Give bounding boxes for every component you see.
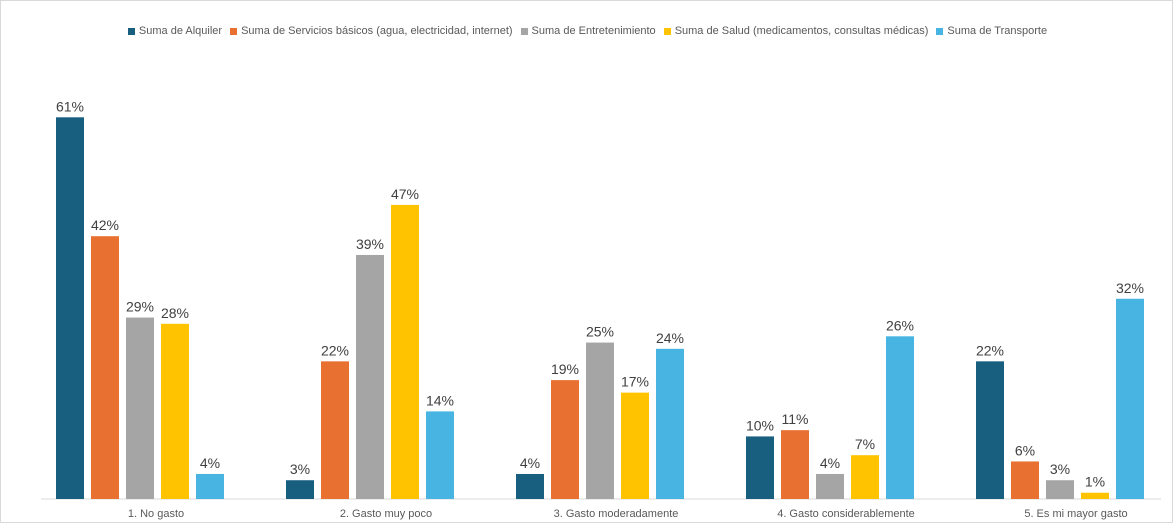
data-label: 42% xyxy=(91,217,119,233)
bar-2-cat-5 xyxy=(1011,461,1039,499)
data-label: 32% xyxy=(1116,280,1144,296)
bar-2-cat-3 xyxy=(551,380,579,499)
legend-item-2: Suma de Servicios básicos (agua, electri… xyxy=(230,25,513,37)
bar-4-cat-1 xyxy=(161,323,189,499)
bar-2-cat-2 xyxy=(321,361,349,499)
category-label: 3. Gasto moderadamente xyxy=(554,508,679,520)
bar-1-cat-5 xyxy=(976,361,1004,499)
data-label: 47% xyxy=(391,186,419,202)
bar-5-cat-1 xyxy=(196,473,224,499)
legend-label: Suma de Servicios básicos (agua, electri… xyxy=(241,25,513,37)
legend-label: Suma de Entretenimiento xyxy=(531,25,656,37)
category-labels-group: 1. No gasto 2. Gasto muy poco 3. Gasto mod… xyxy=(128,508,1128,520)
bar-3-cat-2 xyxy=(356,254,384,499)
bar-1-cat-3 xyxy=(516,473,544,499)
data-label: 22% xyxy=(321,342,349,358)
legend-swatch xyxy=(230,27,238,35)
category-label: 1. No gasto xyxy=(128,508,184,520)
bar-2-cat-4 xyxy=(781,430,809,499)
bar-1-cat-1 xyxy=(56,117,84,500)
legend-label: Suma de Alquiler xyxy=(138,25,223,37)
bar-4-cat-5 xyxy=(1081,492,1109,499)
bar-4-cat-2 xyxy=(391,204,419,499)
category-label: 2. Gasto muy poco xyxy=(340,508,432,520)
legend-item-3: Suma de Entretenimiento xyxy=(520,25,656,37)
data-label: 1% xyxy=(1085,474,1105,490)
bar-5-cat-4 xyxy=(886,336,914,499)
data-label: 61% xyxy=(56,98,84,114)
legend-item-1: Suma de Alquiler xyxy=(127,25,223,37)
bar-1-cat-2 xyxy=(286,480,314,499)
data-label: 39% xyxy=(356,236,384,252)
data-label: 14% xyxy=(426,392,454,408)
legend-item-5: Suma de Transporte xyxy=(936,25,1047,37)
data-label: 7% xyxy=(855,436,875,452)
bar-1-cat-4 xyxy=(746,436,774,499)
bar-5-cat-2 xyxy=(426,411,454,499)
data-label: 4% xyxy=(520,455,540,471)
data-label: 4% xyxy=(200,455,220,471)
bar-5-cat-5 xyxy=(1116,298,1144,499)
data-label: 10% xyxy=(746,417,774,433)
legend-item-4: Suma de Salud (medicamentos, consultas m… xyxy=(663,25,929,37)
chart-legend: Suma de Alquiler Suma de Servicios básico… xyxy=(1,25,1173,37)
bar-3-cat-1 xyxy=(126,317,154,499)
data-label: 11% xyxy=(782,411,809,427)
data-label: 24% xyxy=(656,330,684,346)
data-label: 29% xyxy=(126,299,154,315)
data-label: 25% xyxy=(586,324,614,340)
bar-4-cat-3 xyxy=(621,392,649,499)
legend-swatch xyxy=(127,27,135,35)
data-label: 4% xyxy=(820,455,840,471)
bar-2-cat-1 xyxy=(91,236,119,499)
bar-3-cat-5 xyxy=(1046,480,1074,499)
bar-3-cat-3 xyxy=(586,342,614,499)
data-label: 22% xyxy=(976,342,1004,358)
bar-4-cat-4 xyxy=(851,455,879,499)
bars-group xyxy=(56,117,1144,500)
value-labels-group: 61% 42% 29% 28% 4% 3% 22% 39% 47% 14% 4% 19% 25% 17% 2… xyxy=(56,98,1144,489)
data-label: 6% xyxy=(1015,442,1035,458)
data-label: 26% xyxy=(886,317,914,333)
data-label: 19% xyxy=(551,361,579,377)
category-label: 4. Gasto considerablemente xyxy=(777,508,915,520)
category-label: 5. Es mi mayor gasto xyxy=(1024,508,1127,520)
bar-5-cat-3 xyxy=(656,348,684,499)
legend-swatch xyxy=(936,27,944,35)
data-label: 3% xyxy=(290,461,310,477)
bar-3-cat-4 xyxy=(816,473,844,499)
legend-label: Suma de Salud (medicamentos, consultas m… xyxy=(674,25,929,37)
data-label: 3% xyxy=(1050,461,1070,477)
legend-swatch xyxy=(663,27,671,35)
legend-swatch xyxy=(520,27,528,35)
legend-label: Suma de Transporte xyxy=(947,25,1048,37)
data-label: 28% xyxy=(161,305,189,321)
data-label: 17% xyxy=(621,374,649,390)
